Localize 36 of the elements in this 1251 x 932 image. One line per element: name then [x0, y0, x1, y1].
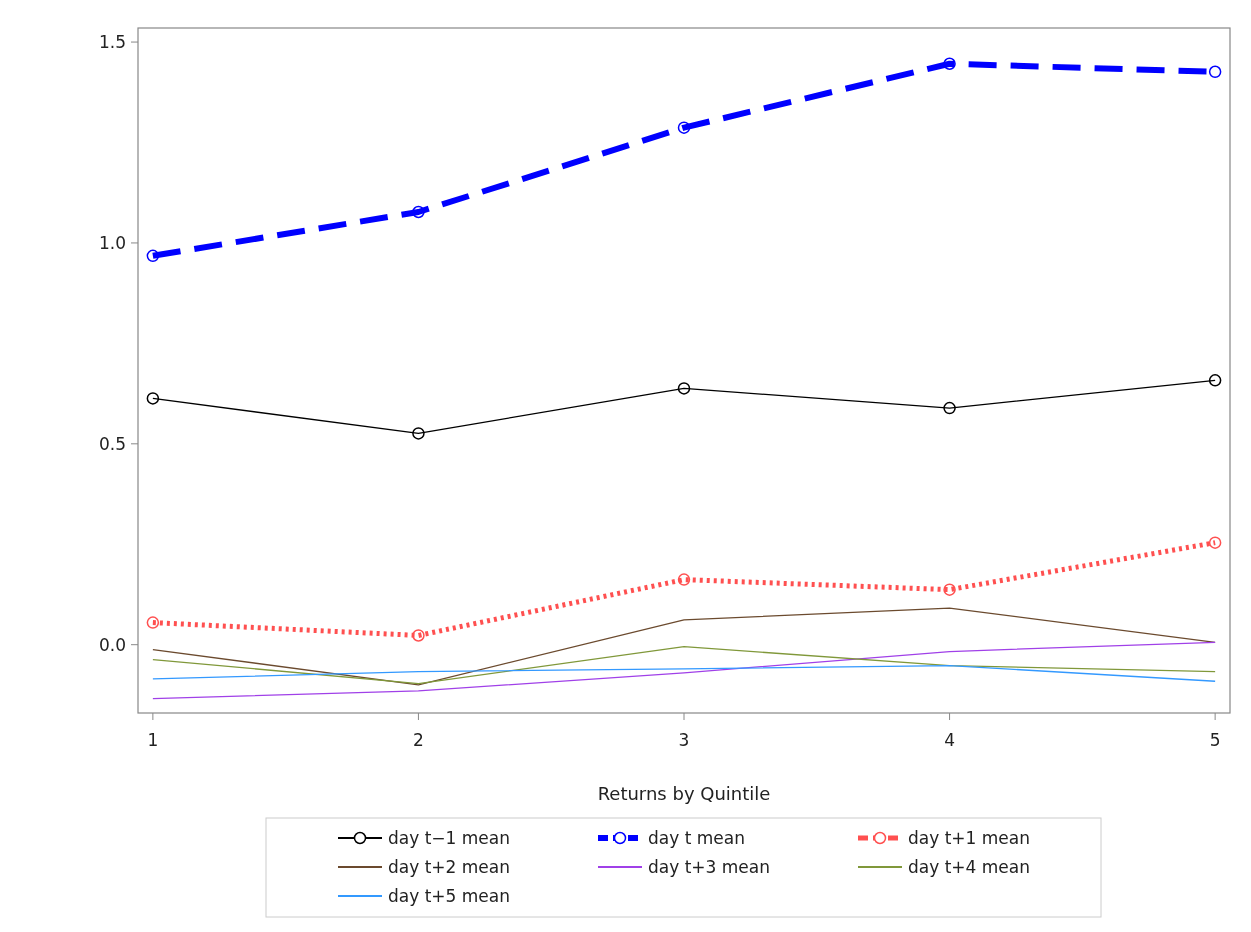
- point: [677, 382, 691, 395]
- x-axis-title: Returns by Quintile: [597, 783, 771, 804]
- x-tick-label: 3: [678, 730, 690, 750]
- point: [943, 57, 956, 71]
- point: [1208, 65, 1222, 79]
- point: [1208, 374, 1222, 387]
- point: [146, 616, 160, 629]
- y-tick-label: 1.5: [98, 32, 126, 53]
- y-tick-label: 0.5: [98, 433, 126, 454]
- legend-label: day t+3 mean: [648, 856, 771, 877]
- y-tick-label: 0.0: [98, 634, 126, 655]
- point: [412, 629, 425, 642]
- point: [677, 121, 691, 134]
- legend-label: day t mean: [648, 827, 745, 848]
- point: [943, 401, 956, 415]
- line-series: [152, 646, 1216, 685]
- line-series: [152, 664, 1216, 682]
- legend-label: day t+2 mean: [388, 856, 511, 877]
- point: [412, 427, 425, 440]
- x-tick-label: 4: [944, 730, 955, 750]
- line-series: [152, 607, 1216, 686]
- legend-label: day t+4 mean: [908, 856, 1031, 877]
- point: [412, 205, 425, 219]
- point: [677, 573, 691, 586]
- legend-label: day t+1 mean: [908, 827, 1031, 848]
- legend-label: day t−1 mean: [388, 827, 511, 848]
- point: [943, 583, 956, 596]
- x-tick-label: 5: [1209, 730, 1221, 750]
- point: [146, 249, 160, 263]
- y-tick-label: 1.0: [98, 232, 126, 253]
- legend-label: day t+5 mean: [388, 885, 511, 906]
- line-series: [152, 641, 1216, 700]
- x-tick-label: 2: [413, 730, 424, 750]
- x-tick-label: 1: [147, 730, 159, 750]
- point: [1208, 536, 1222, 549]
- point: [146, 392, 160, 405]
